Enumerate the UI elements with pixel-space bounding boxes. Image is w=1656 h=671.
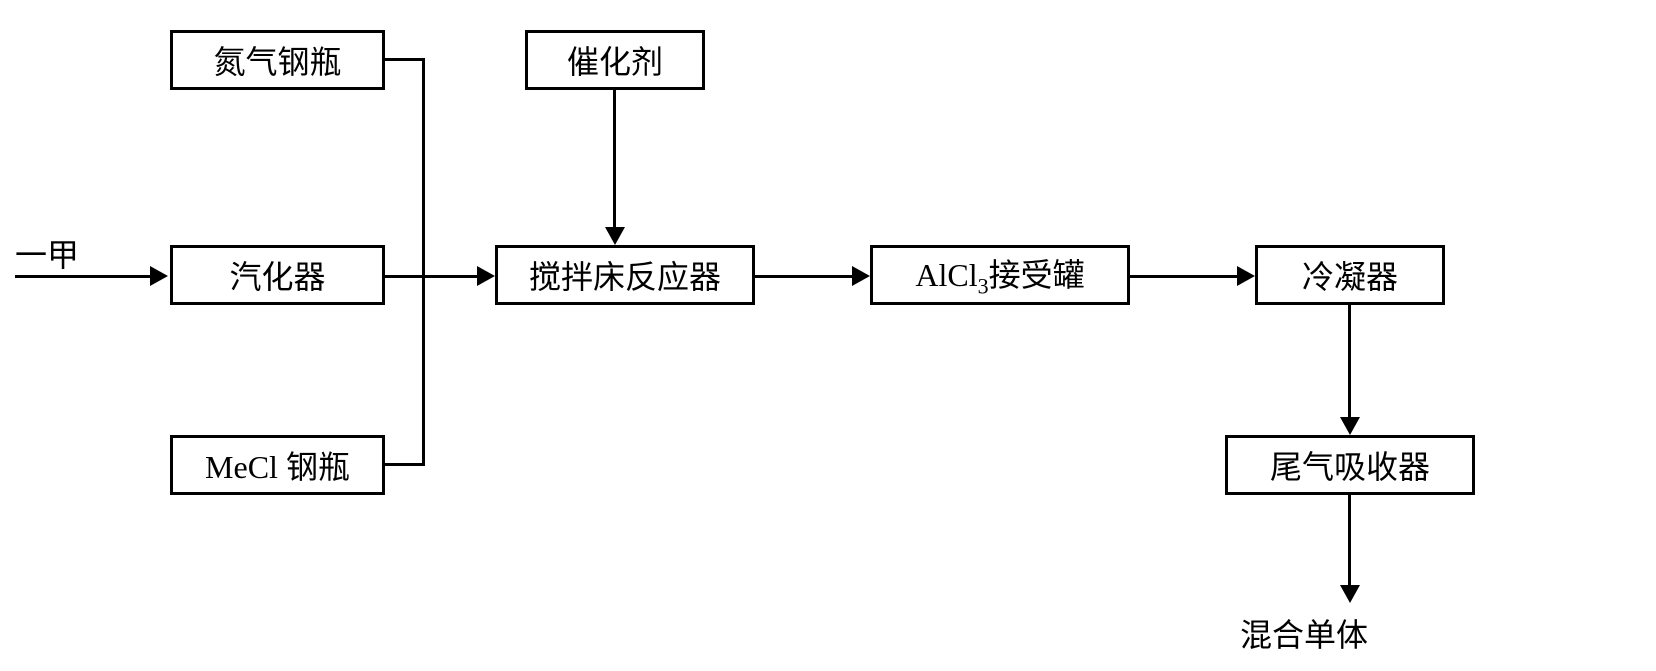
line-reactor-to-alcl3 [755, 275, 852, 278]
line-condenser-down [1348, 305, 1351, 417]
line-absorber-down [1348, 495, 1351, 585]
arrow-head-jia [150, 266, 168, 286]
tail-gas-absorber-label: 尾气吸收器 [1270, 442, 1430, 488]
line-alcl3-to-condenser [1130, 275, 1237, 278]
box-catalyst: 催化剂 [525, 30, 705, 90]
input-label-text: 一甲 [15, 230, 79, 276]
condenser-label: 冷凝器 [1302, 252, 1398, 298]
line-bus-vertical [422, 58, 425, 465]
box-tail-gas-absorber: 尾气吸收器 [1225, 435, 1475, 495]
mecl-cylinder-label: MeCl 钢瓶 [205, 442, 350, 488]
line-nitrogen-out [385, 58, 425, 61]
arrow-head-to-absorber [1340, 417, 1360, 435]
line-catalyst-down [613, 90, 616, 227]
vaporizer-label: 汽化器 [229, 252, 325, 298]
box-vaporizer: 汽化器 [170, 245, 385, 305]
arrow-head-to-monomer [1340, 585, 1360, 603]
mixed-monomer-text: 混合单体 [1240, 610, 1368, 656]
input-label-jia: 一甲 [15, 230, 79, 276]
line-vaporizer-to-reactor [385, 275, 477, 278]
nitrogen-cylinder-label: 氮气钢瓶 [213, 37, 341, 83]
box-nitrogen-cylinder: 氮气钢瓶 [170, 30, 385, 90]
box-stirred-reactor: 搅拌床反应器 [495, 245, 755, 305]
arrow-head-to-alcl3 [852, 266, 870, 286]
stirred-reactor-label: 搅拌床反应器 [529, 252, 721, 298]
alcl3-tank-label: AlCl3接受罐 [915, 250, 1084, 299]
arrow-head-to-condenser [1237, 266, 1255, 286]
output-label-mixed-monomer: 混合单体 [1240, 610, 1368, 656]
arrow-head-catalyst [605, 227, 625, 245]
box-condenser: 冷凝器 [1255, 245, 1445, 305]
box-mecl-cylinder: MeCl 钢瓶 [170, 435, 385, 495]
box-alcl3-tank: AlCl3接受罐 [870, 245, 1130, 305]
arrow-head-to-reactor [477, 266, 495, 286]
line-mecl-out [385, 463, 425, 466]
catalyst-label: 催化剂 [567, 37, 663, 83]
arrow-jia-to-vaporizer [15, 275, 150, 278]
